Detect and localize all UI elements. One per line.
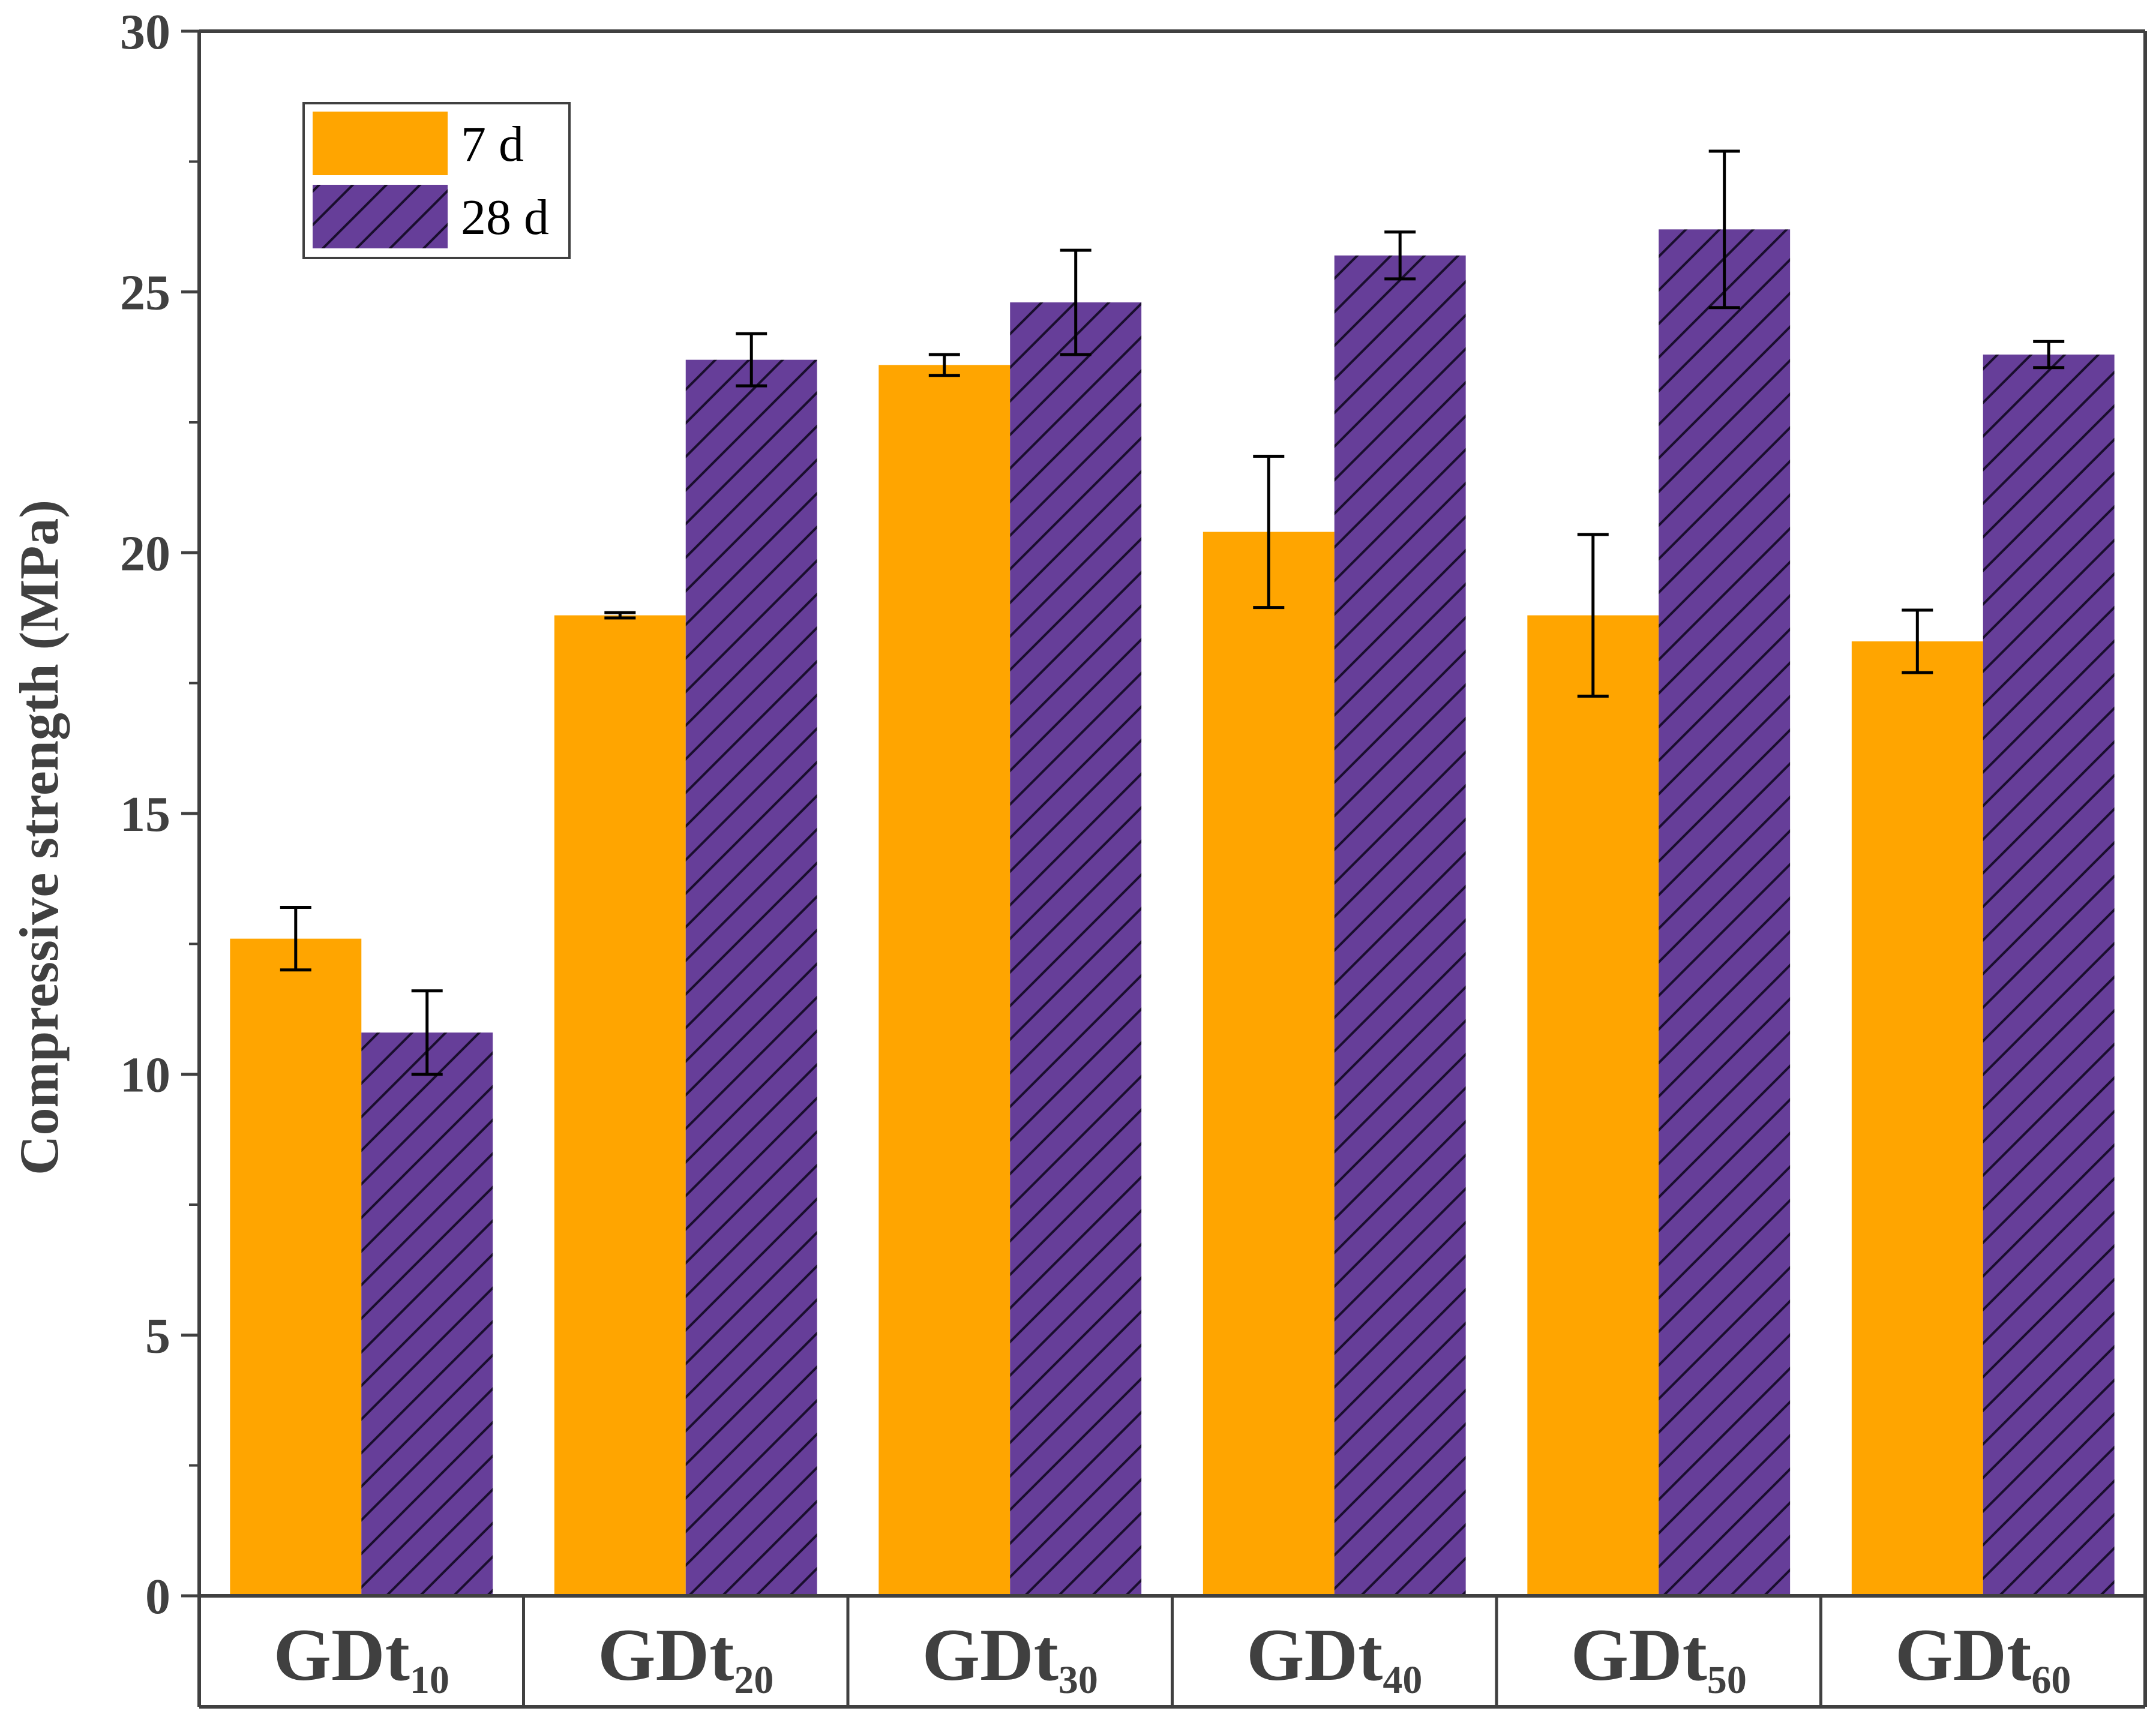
error-bar-28d-GDt30 <box>1060 248 1092 356</box>
error-bar-7d-GDt40 <box>1253 455 1285 610</box>
legend: 7 d 28 d <box>302 102 571 259</box>
x-tick-label-GDt40: GDt40 <box>1246 1614 1422 1702</box>
bar-28d-GDt60 <box>1983 354 2115 1596</box>
error-bar-7d-GDt30 <box>928 353 960 377</box>
x-tick-label-GDt30: GDt30 <box>922 1614 1098 1702</box>
error-bar-7d-GDt50 <box>1577 533 1609 698</box>
y-tick-label-0: 0 <box>145 1569 170 1625</box>
error-bar-28d-GDt50 <box>1708 149 1740 310</box>
bar-28d-GDt40 <box>1334 255 1466 1596</box>
error-bar-28d-GDt40 <box>1384 230 1416 281</box>
bar-28d-GDt50 <box>1659 229 1791 1596</box>
bar-7d-GDt20 <box>554 615 686 1596</box>
error-bar-7d-GDt10 <box>280 905 311 972</box>
legend-label-28d: 28 d <box>461 190 549 245</box>
legend-swatch-7d <box>313 112 448 175</box>
x-tick-label-GDt10: GDt10 <box>274 1614 449 1702</box>
bar-7d-GDt60 <box>1851 641 1983 1596</box>
y-tick-label-25: 25 <box>120 265 170 321</box>
legend-swatch-28d <box>313 185 448 248</box>
error-bar-7d-GDt20 <box>604 611 636 620</box>
bar-28d-GDt20 <box>685 359 817 1596</box>
error-bars <box>280 149 2065 1076</box>
y-tick-label-20: 20 <box>120 526 170 581</box>
bar-28d-GDt10 <box>361 1032 493 1596</box>
y-axis-title: Compressive strength (MPa) <box>8 500 70 1175</box>
bar-7d-GDt30 <box>878 365 1010 1596</box>
y-tick-label-30: 30 <box>120 4 170 60</box>
axes: GDt10 GDt20 GDt30 GDt40 GDt50 GDt60 0 5 10 15 20 25… <box>8 4 2147 1709</box>
error-bar-7d-GDt60 <box>1902 608 1933 674</box>
bar-7d-GDt10 <box>230 938 362 1596</box>
x-tick-label-GDt20: GDt20 <box>598 1614 773 1702</box>
y-tick-label-5: 5 <box>145 1308 170 1364</box>
plot-area <box>230 229 2115 1596</box>
error-bar-28d-GDt60 <box>2033 340 2065 370</box>
y-tick-label-15: 15 <box>120 787 170 842</box>
bar-7d-GDt40 <box>1203 532 1335 1596</box>
legend-label-7d: 7 d <box>461 116 524 172</box>
bar-28d-GDt30 <box>1010 302 1142 1596</box>
x-tick-label-GDt50: GDt50 <box>1571 1614 1747 1702</box>
x-tick-label-GDt60: GDt60 <box>1895 1614 2071 1702</box>
bar-7d-GDt50 <box>1527 615 1659 1596</box>
error-bar-28d-GDt20 <box>736 332 767 388</box>
y-tick-label-10: 10 <box>120 1047 170 1103</box>
error-bar-28d-GDt10 <box>411 989 443 1076</box>
